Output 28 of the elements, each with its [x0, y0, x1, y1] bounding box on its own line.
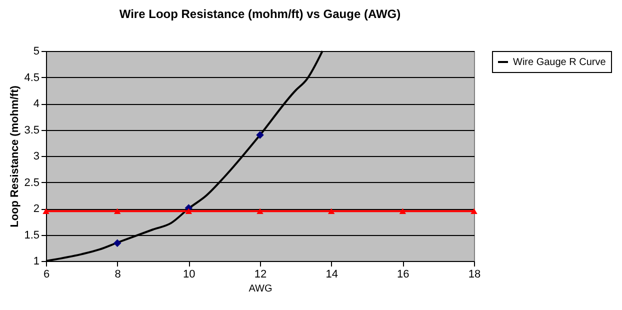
- x-tick-label: 12: [254, 268, 267, 280]
- x-tick-label: 16: [397, 268, 410, 280]
- y-tick-label: 3.5: [24, 124, 40, 136]
- y-tick-label: 3: [33, 150, 40, 162]
- point: [113, 239, 122, 248]
- chart-title: Wire Loop Resistance (mohm/ft) vs Gauge (AWG): [119, 7, 401, 21]
- x-tick-label: 18: [468, 268, 481, 280]
- y-axis-title: Loop Resistance (mohm/ft): [9, 85, 22, 228]
- point: [328, 208, 335, 214]
- point: [114, 208, 121, 214]
- y-tick-label: 4: [33, 98, 40, 110]
- x-tick-label: 10: [183, 268, 196, 280]
- point: [399, 208, 406, 214]
- x-tick-label: 6: [43, 268, 50, 280]
- x-tick-label: 8: [114, 268, 121, 280]
- point: [185, 208, 192, 214]
- y-tick-label: 2.5: [24, 176, 40, 189]
- point: [256, 208, 264, 214]
- legend-label: Wire Gauge R Curve: [513, 57, 606, 68]
- y-tick-label: 2: [33, 203, 40, 215]
- point: [470, 208, 478, 214]
- x-tick-label: 14: [326, 268, 338, 280]
- y-tick-label: 1: [33, 256, 40, 268]
- point: [256, 131, 264, 139]
- y-tick-label: 1.5: [24, 229, 40, 242]
- x-axis-title: AWG: [248, 284, 272, 294]
- y-tick-label: 5: [33, 46, 40, 58]
- y-tick-label: 4.5: [24, 72, 40, 84]
